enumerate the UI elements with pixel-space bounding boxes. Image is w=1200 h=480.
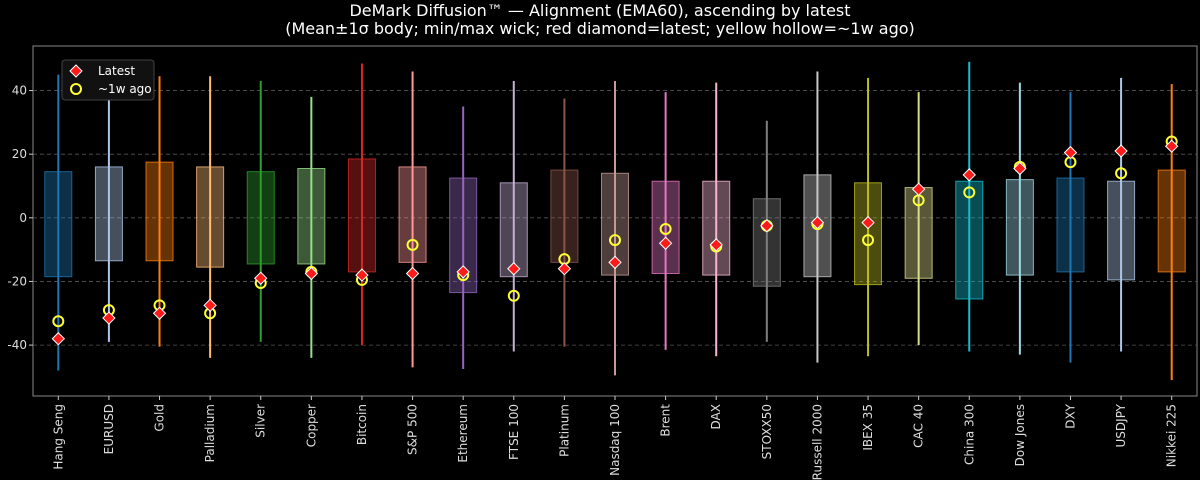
latest-marker <box>557 262 572 276</box>
x-tick-label: CAC 40 <box>912 404 926 448</box>
latest-marker <box>911 182 926 196</box>
chart-subtitle: (Mean±1σ body; min/max wick; red diamond… <box>285 19 915 38</box>
latest-marker <box>405 266 420 281</box>
y-tick-label: 0 <box>19 211 27 225</box>
x-tick-label: EURUSD <box>102 404 116 454</box>
week-ago-marker <box>52 315 65 328</box>
x-tick-label: China 300 <box>962 404 976 465</box>
week-ago-marker <box>862 234 875 247</box>
x-tick-label: Nikkei 225 <box>1165 404 1179 467</box>
y-tick-label: -40 <box>7 338 27 352</box>
latest-marker <box>962 168 976 182</box>
mean-sigma-body <box>246 171 275 265</box>
x-tick-label: Copper <box>304 404 318 447</box>
mean-sigma-body <box>94 166 123 262</box>
y-tick-label: -20 <box>7 274 27 288</box>
mean-sigma-body <box>1005 179 1034 276</box>
latest-marker <box>810 215 825 230</box>
x-tick-label: Ethereum <box>456 404 470 463</box>
mean-sigma-body <box>1157 169 1186 273</box>
mean-sigma-body <box>550 169 579 263</box>
mean-sigma-body <box>955 180 984 300</box>
latest-marker <box>1013 161 1027 176</box>
latest-marker <box>1164 139 1179 153</box>
latest-marker <box>709 238 723 252</box>
latest-marker <box>456 265 470 279</box>
x-tick-label: Hang Seng <box>51 404 65 470</box>
mean-sigma-body <box>44 171 73 278</box>
mean-sigma-body <box>702 180 731 276</box>
latest-marker <box>254 271 268 285</box>
latest-marker <box>1114 144 1128 158</box>
latest-marker <box>102 311 116 325</box>
mean-sigma-body <box>499 182 528 278</box>
mean-sigma-body <box>651 180 680 275</box>
latest-marker <box>1063 145 1078 160</box>
x-tick-label: Dow Jones <box>1013 404 1027 466</box>
x-tick-label: Bitcoin <box>355 404 369 445</box>
x-tick-label: STOXX50 <box>760 404 774 459</box>
x-tick-label: IBEX 35 <box>861 404 875 451</box>
mean-sigma-body <box>752 198 781 287</box>
x-tick-label: Palladium <box>203 404 217 462</box>
mean-sigma-body <box>196 166 225 268</box>
mean-sigma-body <box>145 161 174 262</box>
week-ago-marker <box>1115 167 1128 180</box>
mean-sigma-body <box>1056 177 1085 273</box>
latest-marker <box>861 215 875 230</box>
x-tick-label: Silver <box>254 404 268 438</box>
x-tick-label: Nasdaq 100 <box>608 404 622 476</box>
mean-sigma-body <box>904 187 933 279</box>
x-tick-label: DAX <box>709 404 723 429</box>
x-tick-label: Gold <box>153 404 167 432</box>
latest-marker <box>658 236 673 250</box>
week-ago-marker <box>963 186 976 199</box>
x-tick-label: S&P 500 <box>406 404 420 455</box>
mean-sigma-body <box>854 182 883 286</box>
legend-latest-icon <box>69 64 83 78</box>
week-ago-marker <box>659 222 672 235</box>
y-tick-label: 40 <box>12 84 27 98</box>
latest-marker <box>203 298 217 313</box>
week-ago-marker <box>507 289 520 302</box>
legend-box <box>61 59 155 101</box>
mean-sigma-body <box>398 166 427 263</box>
x-tick-label: Brent <box>659 404 673 437</box>
mean-sigma-body <box>347 158 376 273</box>
y-tick-label: 20 <box>12 147 27 161</box>
latest-marker <box>152 306 167 320</box>
x-tick-label: Russell 2000 <box>810 404 824 480</box>
latest-marker <box>608 255 622 270</box>
x-tick-label: USDJPY <box>1114 403 1128 447</box>
week-ago-marker <box>609 234 621 247</box>
legend-week-ago-label: ~1w ago <box>98 82 152 96</box>
x-tick-label: FTSE 100 <box>507 404 521 460</box>
mean-sigma-body <box>1107 180 1136 281</box>
chart-title: DeMark Diffusion™ — Alignment (EMA60), a… <box>349 1 851 20</box>
latest-marker <box>304 266 319 281</box>
latest-marker <box>760 219 774 233</box>
mean-sigma-body <box>297 168 326 265</box>
x-tick-label: DXY <box>1063 403 1077 428</box>
week-ago-marker <box>406 238 419 251</box>
legend-latest-label: Latest <box>98 64 135 78</box>
latest-marker <box>507 262 521 276</box>
latest-marker <box>355 268 369 282</box>
x-tick-label: Platinum <box>557 404 571 457</box>
legend-week-ago-icon <box>70 83 82 95</box>
latest-marker <box>51 332 66 346</box>
